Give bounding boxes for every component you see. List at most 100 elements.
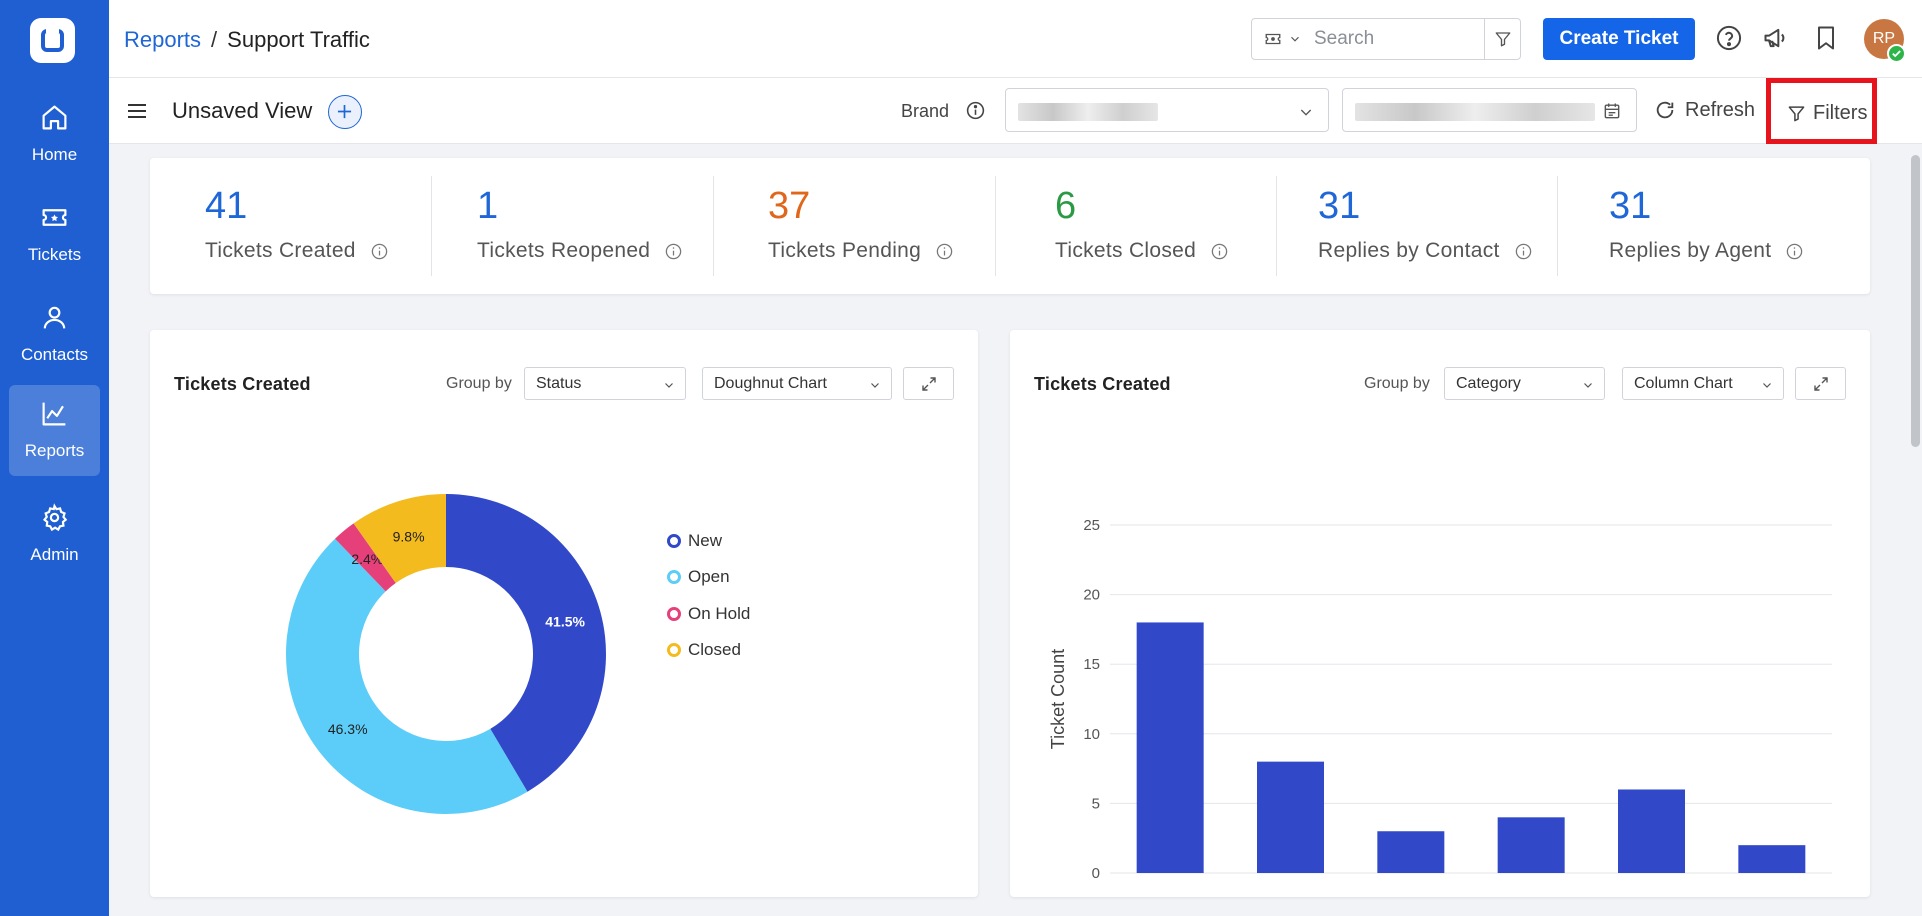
y-axis-label: Ticket Count — [1048, 649, 1068, 749]
sidebar-item-reports[interactable]: Reports — [9, 385, 100, 476]
contact-icon — [43, 306, 66, 329]
legend-swatch — [667, 607, 681, 621]
page-title: Support Traffic — [227, 27, 370, 52]
divider — [1276, 176, 1277, 276]
create-ticket-button[interactable]: Create Ticket — [1543, 18, 1695, 60]
scrollbar-thumb[interactable] — [1911, 155, 1920, 447]
megaphone-icon[interactable] — [1762, 24, 1790, 52]
info-icon[interactable] — [1210, 242, 1229, 261]
divider — [995, 176, 996, 276]
donut-slice-on-hold[interactable] — [335, 523, 396, 592]
date-range-picker[interactable] — [1342, 88, 1637, 132]
stat-value: 37 — [768, 185, 811, 227]
y-tick-label: 10 — [1083, 726, 1100, 743]
breadcrumb: Reports / Support Traffic — [124, 27, 370, 53]
donut-data-label: 41.5% — [545, 613, 585, 629]
group-by-value: Status — [536, 375, 582, 392]
bar[interactable] — [1136, 622, 1204, 873]
chart-type-select[interactable]: Column Chart — [1622, 367, 1784, 400]
bar[interactable] — [1377, 831, 1445, 873]
sidebar-item-contacts[interactable]: Contacts — [9, 289, 100, 380]
y-tick-label: 25 — [1083, 517, 1100, 534]
chevron-down-icon[interactable] — [1288, 32, 1302, 46]
help-icon[interactable] — [1715, 24, 1743, 52]
bookmark-icon[interactable] — [1812, 24, 1840, 52]
brand-select[interactable] — [1005, 88, 1329, 132]
brand-label: Brand — [901, 101, 950, 121]
legend-label: Open — [688, 567, 730, 586]
group-by-value: Category — [1456, 375, 1521, 392]
stat-label: Tickets Closed — [1055, 239, 1197, 262]
stat-value: 31 — [1609, 185, 1652, 227]
group-by-select[interactable]: Category — [1444, 367, 1605, 400]
expand-chart-button[interactable] — [903, 367, 954, 400]
legend-swatch — [667, 570, 681, 584]
group-by-select[interactable]: Status — [524, 367, 686, 400]
stat-value: 41 — [205, 185, 248, 227]
check-icon — [1892, 50, 1901, 58]
donut-slice-new[interactable] — [446, 494, 606, 792]
info-icon[interactable] — [965, 100, 986, 121]
brand-value-redacted — [1018, 101, 1158, 122]
online-status-badge — [1887, 44, 1906, 63]
chevron-down-icon — [1584, 383, 1592, 388]
expand-chart-button[interactable] — [1795, 367, 1846, 400]
breadcrumb-reports-link[interactable]: Reports — [124, 27, 202, 52]
divider — [431, 176, 432, 276]
stat-value: 31 — [1318, 185, 1361, 227]
doughnut-chart-card: Tickets Created Group by Status Doughnut… — [150, 330, 978, 897]
stats-summary: 41 Tickets Created 1 Tickets Reopened 37… — [150, 158, 1870, 294]
bar[interactable] — [1497, 817, 1565, 873]
info-icon[interactable] — [370, 242, 389, 261]
chart-type-select[interactable]: Doughnut Chart — [702, 367, 892, 400]
plus-icon — [337, 104, 352, 119]
donut-slice-closed[interactable] — [353, 494, 446, 583]
legend-swatch — [667, 534, 681, 548]
stat-value: 6 — [1055, 185, 1077, 227]
y-tick-label: 5 — [1092, 795, 1100, 812]
sidebar-item-home[interactable]: Home — [9, 89, 100, 180]
group-by-label: Group by — [1364, 375, 1430, 392]
donut-data-label: 2.4% — [351, 551, 383, 567]
calendar-icon — [1604, 103, 1620, 119]
legend-label: New — [688, 531, 723, 550]
stat-label: Replies by Agent — [1609, 239, 1772, 262]
search-filter-button[interactable] — [1484, 19, 1520, 59]
doughnut-chart: 41.5% 46.3% 2.4% 9.8% — [285, 494, 606, 814]
info-icon[interactable] — [1514, 242, 1533, 261]
ticket-type-icon[interactable] — [1264, 30, 1282, 48]
filters-label: Filters — [1813, 102, 1868, 124]
filter-icon — [1495, 32, 1511, 47]
app-logo[interactable] — [30, 18, 75, 63]
group-by-label: Group by — [446, 375, 512, 392]
bar[interactable] — [1257, 761, 1324, 873]
divider — [713, 176, 714, 276]
bar[interactable] — [1618, 789, 1685, 873]
view-title: Unsaved View — [172, 98, 313, 123]
search-input[interactable] — [1314, 25, 1454, 53]
info-icon[interactable] — [1785, 242, 1804, 261]
chevron-down-icon — [1763, 383, 1771, 388]
card-title: Tickets Created — [174, 374, 311, 394]
sidebar-item-admin[interactable]: Admin — [9, 489, 100, 580]
donut-slice-open[interactable] — [285, 538, 528, 814]
divider — [1557, 176, 1558, 276]
chart-icon — [42, 402, 66, 426]
chevron-down-icon — [665, 383, 673, 388]
add-view-button[interactable] — [328, 95, 362, 129]
info-icon[interactable] — [664, 242, 683, 261]
bar[interactable] — [1738, 845, 1806, 873]
y-tick-label: 0 — [1092, 865, 1100, 882]
sidebar-item-label: Reports — [24, 441, 85, 460]
hamburger-menu-icon[interactable] — [126, 101, 148, 121]
chevron-down-icon — [1300, 109, 1312, 116]
filters-button[interactable]: Filters — [1766, 78, 1877, 144]
search-box — [1251, 18, 1521, 60]
info-icon[interactable] — [935, 242, 954, 261]
top-header: Reports/Support Traffic Create Ticket RP — [109, 0, 1922, 78]
home-icon — [42, 105, 67, 130]
chart-type-value: Column Chart — [1634, 375, 1733, 392]
sidebar-item-tickets[interactable]: Tickets — [9, 189, 100, 280]
sidebar-item-label: Admin — [30, 545, 79, 564]
view-toolbar: Unsaved View Brand Refresh Filters — [109, 78, 1922, 144]
